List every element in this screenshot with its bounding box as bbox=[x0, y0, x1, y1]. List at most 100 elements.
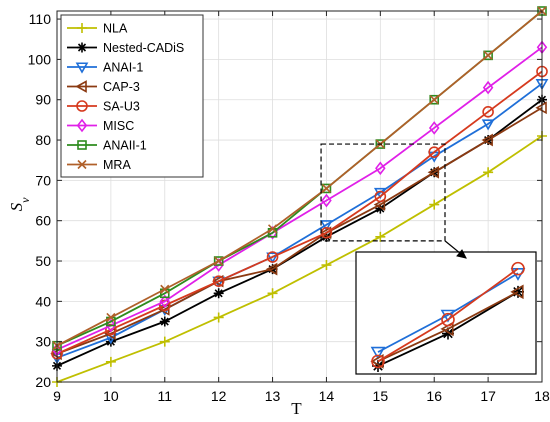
marker-diamond bbox=[428, 121, 440, 135]
marker-asterisk bbox=[77, 42, 87, 53]
marker-plus bbox=[213, 312, 224, 323]
marker-square bbox=[213, 256, 224, 266]
marker-square bbox=[483, 50, 493, 61]
zoom-region-box bbox=[320, 143, 446, 242]
marker-square bbox=[375, 139, 386, 149]
marker-asterisk bbox=[159, 316, 170, 327]
series-mra bbox=[52, 6, 547, 351]
legend-entry: Nested-CADiS bbox=[67, 41, 184, 55]
legend-label: SA-U3 bbox=[103, 100, 140, 114]
legend-entry: NLA bbox=[67, 22, 128, 36]
marker-triangle-left bbox=[370, 354, 384, 369]
legend-entry: ANAII-1 bbox=[67, 139, 147, 153]
x-axis-title: T bbox=[291, 399, 302, 418]
marker-circle bbox=[511, 261, 525, 276]
marker-triangle-down bbox=[481, 119, 495, 131]
legend-entry: SA-U3 bbox=[67, 100, 140, 114]
x-tick-label: 12 bbox=[211, 388, 227, 404]
y-axis: 20 30 40 50 60 70 80 90 100 110 bbox=[28, 11, 542, 390]
marker-asterisk bbox=[213, 288, 224, 299]
x-axis: 9 10 11 12 13 14 15 16 17 18 bbox=[53, 11, 550, 404]
marker-triangle-down bbox=[370, 346, 386, 360]
series-line bbox=[56, 82, 543, 359]
axes-frame bbox=[56, 10, 543, 383]
marker-plus bbox=[429, 199, 440, 210]
y-tick-label: 100 bbox=[28, 51, 52, 67]
y-tick-label: 60 bbox=[35, 213, 51, 229]
marker-x bbox=[106, 312, 116, 323]
zoom-arrow-head bbox=[456, 249, 467, 259]
legend: NLA Nested-CADiS ANAI-1 CAP-3 SA-U3 MISC ANAII… bbox=[60, 14, 204, 178]
marker-triangle-down bbox=[320, 220, 333, 232]
x-tick-label: 11 bbox=[158, 388, 173, 404]
marker-circle bbox=[428, 146, 441, 158]
marker-triangle-left bbox=[212, 274, 224, 288]
marker-x bbox=[267, 224, 278, 234]
marker-square bbox=[77, 140, 87, 150]
marker-circle bbox=[266, 251, 279, 263]
zoom-inset bbox=[355, 251, 537, 375]
marker-triangle-left bbox=[265, 262, 278, 276]
legend-entry: MISC bbox=[67, 118, 134, 133]
marker-circle bbox=[441, 312, 455, 327]
legend-label: CAP-3 bbox=[103, 80, 140, 94]
marker-triangle-left bbox=[319, 226, 332, 240]
y-tick-label: 110 bbox=[29, 11, 52, 27]
inset-series-sa-u3 bbox=[371, 261, 525, 369]
inset-series-nested-cadis bbox=[372, 285, 524, 372]
y-tick-label: 40 bbox=[35, 293, 51, 309]
marker-triangle-left bbox=[427, 165, 440, 179]
inset-series-line bbox=[377, 291, 519, 363]
x-tick-label: 13 bbox=[265, 388, 281, 404]
marker-triangle-down bbox=[440, 309, 456, 323]
series-line bbox=[56, 70, 543, 355]
y-tick-label: 90 bbox=[35, 92, 51, 108]
y-tick-label: 20 bbox=[35, 374, 51, 390]
marker-diamond bbox=[321, 193, 332, 208]
marker-circle bbox=[212, 275, 225, 287]
marker-diamond bbox=[159, 294, 171, 309]
y-tick-label: 30 bbox=[35, 334, 51, 350]
marker-x bbox=[77, 159, 87, 170]
marker-circle bbox=[374, 190, 387, 203]
x-tick-label: 10 bbox=[103, 388, 119, 404]
legend-entry: MRA bbox=[67, 158, 131, 172]
series-line bbox=[56, 107, 543, 355]
marker-diamond bbox=[375, 161, 386, 176]
marker-x bbox=[483, 50, 493, 60]
series-line bbox=[56, 135, 543, 383]
marker-square bbox=[429, 94, 440, 105]
x-tick-label: 9 bbox=[53, 388, 61, 404]
legend-label: NLA bbox=[103, 22, 128, 36]
marker-asterisk bbox=[375, 203, 386, 214]
marker-plus bbox=[321, 260, 332, 271]
marker-plus bbox=[77, 23, 87, 33]
series-line bbox=[56, 10, 543, 347]
inset-series-line bbox=[377, 267, 519, 363]
y-tick-label: 80 bbox=[35, 132, 51, 148]
marker-plus bbox=[159, 336, 170, 347]
marker-diamond bbox=[482, 80, 494, 95]
marker-asterisk bbox=[442, 327, 454, 340]
marker-triangle-left bbox=[75, 80, 87, 93]
legend-label: ANAI-1 bbox=[103, 61, 143, 75]
legend-entry: ANAI-1 bbox=[67, 61, 143, 75]
marker-plus bbox=[105, 356, 116, 367]
x-tick-label: 16 bbox=[426, 388, 442, 404]
marker-circle bbox=[482, 106, 494, 118]
legend-label: MISC bbox=[103, 119, 134, 133]
marker-x bbox=[429, 95, 439, 105]
marker-asterisk bbox=[512, 285, 524, 298]
legend-label: Nested-CADiS bbox=[103, 41, 184, 55]
legend-label: MRA bbox=[103, 158, 131, 172]
series-line bbox=[56, 46, 543, 351]
marker-x bbox=[160, 284, 170, 294]
x-tick-label: 14 bbox=[319, 388, 335, 404]
marker-plus bbox=[267, 288, 278, 299]
x-tick-label: 15 bbox=[373, 388, 389, 404]
marker-triangle-left bbox=[510, 284, 524, 300]
marker-plus bbox=[483, 167, 494, 178]
legend-label: ANAII-1 bbox=[103, 139, 147, 153]
